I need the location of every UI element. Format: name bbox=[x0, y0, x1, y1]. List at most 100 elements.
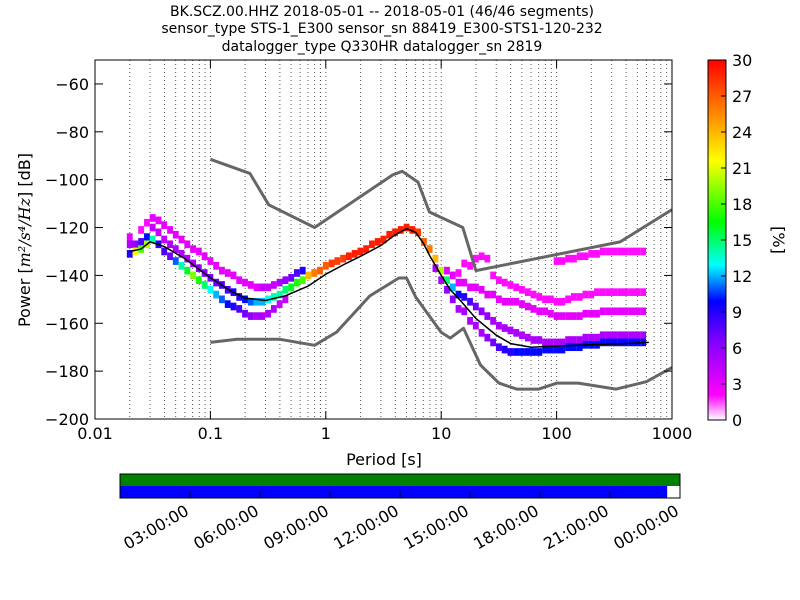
density-cell bbox=[628, 331, 635, 340]
density-cell bbox=[190, 259, 197, 268]
density-cell bbox=[467, 283, 473, 292]
density-cell bbox=[588, 290, 595, 299]
density-cell bbox=[542, 307, 548, 316]
density-cell bbox=[444, 266, 450, 275]
availability-tick-label: 15:00:00 bbox=[400, 501, 472, 553]
density-cell bbox=[438, 276, 445, 285]
density-cell bbox=[594, 309, 600, 318]
colorbar-tick-label: 15 bbox=[732, 231, 752, 250]
density-cell bbox=[553, 312, 560, 320]
density-cell bbox=[547, 338, 554, 347]
density-cell bbox=[455, 269, 462, 277]
density-cell bbox=[305, 271, 312, 280]
density-cell bbox=[161, 247, 168, 256]
density-cell bbox=[513, 348, 520, 356]
density-cell bbox=[622, 331, 629, 340]
density-cell bbox=[576, 252, 583, 261]
x-tick-label: 1 bbox=[321, 424, 331, 443]
density-cell bbox=[501, 297, 508, 306]
density-cell bbox=[178, 235, 185, 244]
title-line-3: datalogger_type Q330HR datalogger_sn 281… bbox=[222, 39, 543, 55]
density-cell bbox=[507, 281, 514, 289]
density-cell bbox=[322, 261, 329, 270]
density-cell bbox=[334, 257, 341, 265]
density-cell bbox=[547, 345, 554, 354]
density-cell bbox=[478, 307, 485, 316]
density-cell bbox=[542, 338, 548, 347]
density-cell bbox=[357, 247, 364, 256]
density-cell bbox=[530, 348, 537, 356]
y-tick-label: −200 bbox=[45, 410, 89, 429]
density-cell bbox=[397, 226, 404, 234]
density-cell bbox=[617, 331, 623, 340]
density-cell bbox=[611, 331, 618, 340]
density-cell bbox=[213, 261, 220, 270]
availability-tick-label: 18:00:00 bbox=[470, 501, 542, 553]
density-cell bbox=[490, 271, 497, 280]
density-cell bbox=[617, 288, 623, 296]
density-cell bbox=[495, 343, 502, 352]
y-tick-label: −120 bbox=[45, 219, 89, 238]
density-cell bbox=[403, 223, 410, 232]
density-cell bbox=[495, 321, 502, 330]
density-cell bbox=[374, 238, 381, 246]
density-cell bbox=[484, 312, 491, 320]
density-cell bbox=[507, 297, 514, 306]
density-cell bbox=[172, 257, 179, 265]
density-cell bbox=[461, 278, 468, 287]
density-cell bbox=[576, 312, 583, 320]
density-cell bbox=[576, 293, 583, 301]
density-cell bbox=[455, 278, 462, 287]
density-cell bbox=[207, 285, 214, 294]
x-tick-label: 1000 bbox=[652, 424, 693, 443]
density-cell bbox=[230, 271, 237, 280]
plot-frame bbox=[94, 59, 673, 420]
density-cell bbox=[265, 283, 272, 292]
density-cell bbox=[588, 333, 595, 342]
density-cell bbox=[570, 293, 577, 301]
density-cell bbox=[345, 252, 352, 261]
density-cell bbox=[190, 271, 197, 280]
density-cell bbox=[190, 245, 197, 253]
density-cell bbox=[247, 312, 254, 320]
density-cell bbox=[472, 254, 479, 263]
colorbar-tick-label: 24 bbox=[732, 123, 752, 142]
density-cell bbox=[605, 338, 612, 347]
density-cell bbox=[547, 295, 554, 304]
density-cell bbox=[276, 278, 283, 287]
density-cell bbox=[513, 329, 520, 337]
density-cell bbox=[161, 235, 168, 244]
density-cell bbox=[559, 257, 566, 265]
colorbar-ticks: 0 3 6 9 12 15 18 21 24 27 30 bbox=[721, 51, 752, 430]
density-cell bbox=[149, 223, 156, 232]
density-cell bbox=[582, 290, 589, 299]
density-cell bbox=[582, 309, 589, 318]
density-cell bbox=[594, 333, 600, 342]
availability-tick-label: 21:00:00 bbox=[540, 501, 612, 553]
density-cell bbox=[605, 288, 612, 296]
ppsd-plot: 0.01 0.1 1 10 100 1000 −200 −180 −160 −140 −120 −1… bbox=[15, 59, 692, 469]
density-cell bbox=[599, 331, 606, 340]
density-cell bbox=[519, 285, 525, 294]
y-axis-label-prefix: Power [ bbox=[15, 267, 34, 327]
density-cell bbox=[259, 283, 266, 292]
x-tick-label: 0.01 bbox=[77, 424, 113, 443]
availability-tick-label: 12:00:00 bbox=[330, 501, 402, 553]
density-cell bbox=[242, 309, 248, 318]
density-cell bbox=[126, 240, 133, 249]
density-cell bbox=[167, 226, 173, 234]
density-cell bbox=[519, 348, 525, 356]
y-tick-label: −60 bbox=[55, 75, 89, 94]
density-cell bbox=[259, 297, 266, 306]
density-cell bbox=[144, 233, 150, 241]
density-cell bbox=[611, 247, 618, 256]
density-cell bbox=[126, 250, 133, 258]
colorbar-tick-label: 27 bbox=[732, 87, 752, 106]
density-cell bbox=[415, 228, 422, 237]
x-axis-ticks: 0.01 0.1 1 10 100 1000 bbox=[77, 60, 692, 443]
density-cell bbox=[449, 271, 456, 280]
density-cell bbox=[167, 240, 173, 249]
y-axis-label-units: m²/s⁴/Hz bbox=[15, 197, 34, 267]
density-cell bbox=[559, 312, 566, 320]
density-cell bbox=[640, 307, 647, 316]
